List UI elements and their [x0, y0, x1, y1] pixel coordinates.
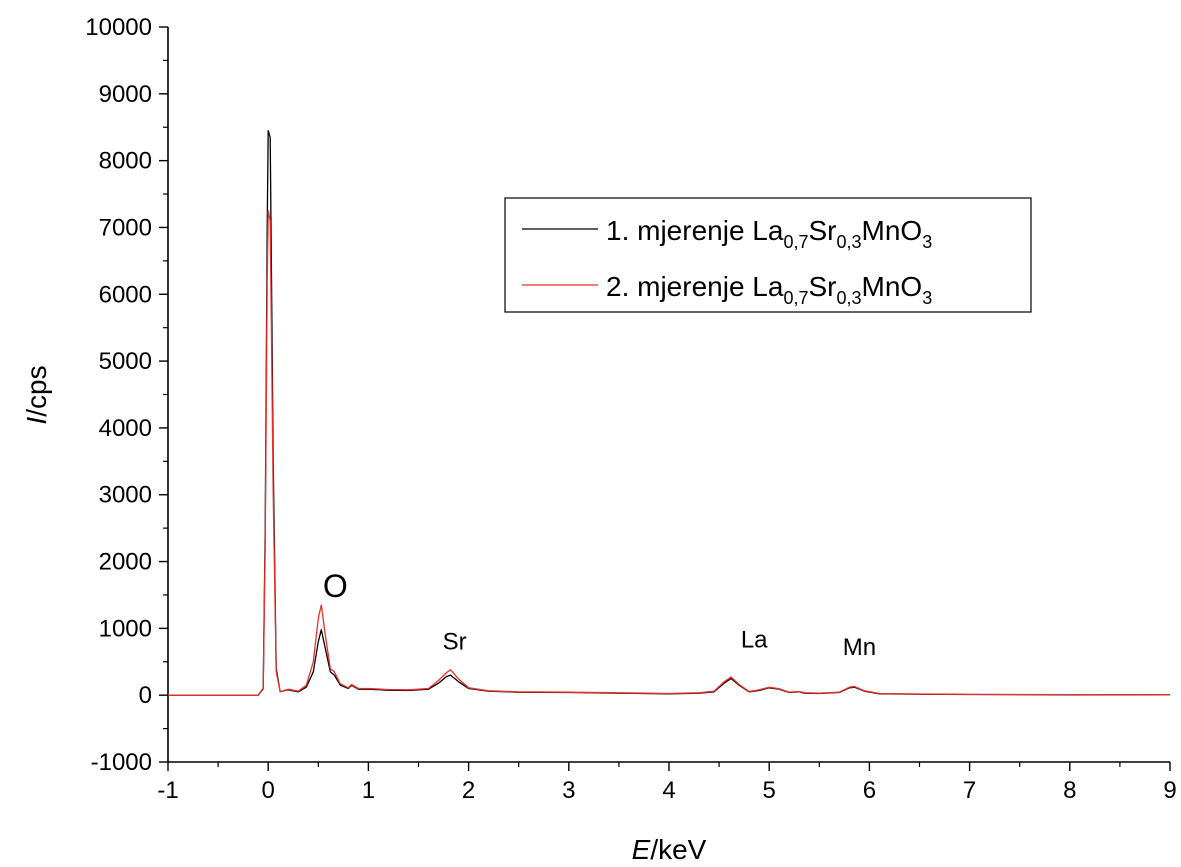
y-axis-ticks: -1000 0 1000 2000 3000 4000 5000 6000 7000 8000 90… — [85, 14, 168, 776]
legend-entry-series-2: 2. mjerenje La0,7Sr0,3MnO3 — [606, 271, 932, 308]
x-axis-ticks: -1 0 1 2 3 4 5 6 7 8 9 — [157, 762, 1177, 804]
x-tick-label: -1 — [157, 777, 178, 804]
peak-label-o: O — [323, 568, 348, 604]
x-tick-label: 6 — [863, 777, 876, 804]
y-axis-label-unit: /cps — [21, 365, 52, 416]
peak-annotations: O Sr La Mn — [323, 568, 876, 661]
peak-label-mn: Mn — [843, 634, 876, 661]
y-tick-label: -1000 — [91, 749, 152, 776]
y-axis-label-symbol: I — [21, 417, 52, 425]
y-axis-label: I/cps — [21, 365, 52, 424]
y-tick-label: 8000 — [99, 148, 152, 175]
x-tick-label: 4 — [662, 777, 675, 804]
legend-entry-series-1: 1. mjerenje La0,7Sr0,3MnO3 — [606, 215, 932, 252]
y-tick-label: 6000 — [99, 281, 152, 308]
x-tick-label: 7 — [963, 777, 976, 804]
y-tick-label: 2000 — [99, 549, 152, 576]
x-tick-label: 5 — [763, 777, 776, 804]
x-axis-label-unit: /keV — [650, 834, 706, 865]
y-tick-label: 0 — [139, 682, 152, 709]
x-axis-label-symbol: E — [632, 834, 651, 865]
peak-label-sr: Sr — [443, 629, 467, 656]
x-axis-label: E/keV — [632, 834, 707, 865]
legend: 1. mjerenje La0,7Sr0,3MnO3 2. mjerenje L… — [504, 197, 1032, 313]
y-tick-label: 5000 — [99, 348, 152, 375]
y-tick-label: 1000 — [99, 615, 152, 642]
series-lines — [168, 129, 1171, 696]
series-line-2 — [168, 210, 1171, 696]
peak-label-la: La — [741, 627, 768, 654]
y-tick-label: 10000 — [85, 14, 152, 41]
x-tick-label: 9 — [1163, 777, 1176, 804]
legend-box — [504, 197, 1032, 313]
y-tick-label: 3000 — [99, 482, 152, 509]
x-tick-label: 3 — [562, 777, 575, 804]
x-tick-label: 1 — [362, 777, 375, 804]
y-tick-label: 7000 — [99, 214, 152, 241]
x-tick-label: 0 — [262, 777, 275, 804]
x-tick-label: 2 — [462, 777, 475, 804]
y-tick-label: 4000 — [99, 415, 152, 442]
axes — [167, 27, 1170, 763]
x-tick-label: 8 — [1063, 777, 1076, 804]
y-tick-label: 9000 — [99, 81, 152, 108]
